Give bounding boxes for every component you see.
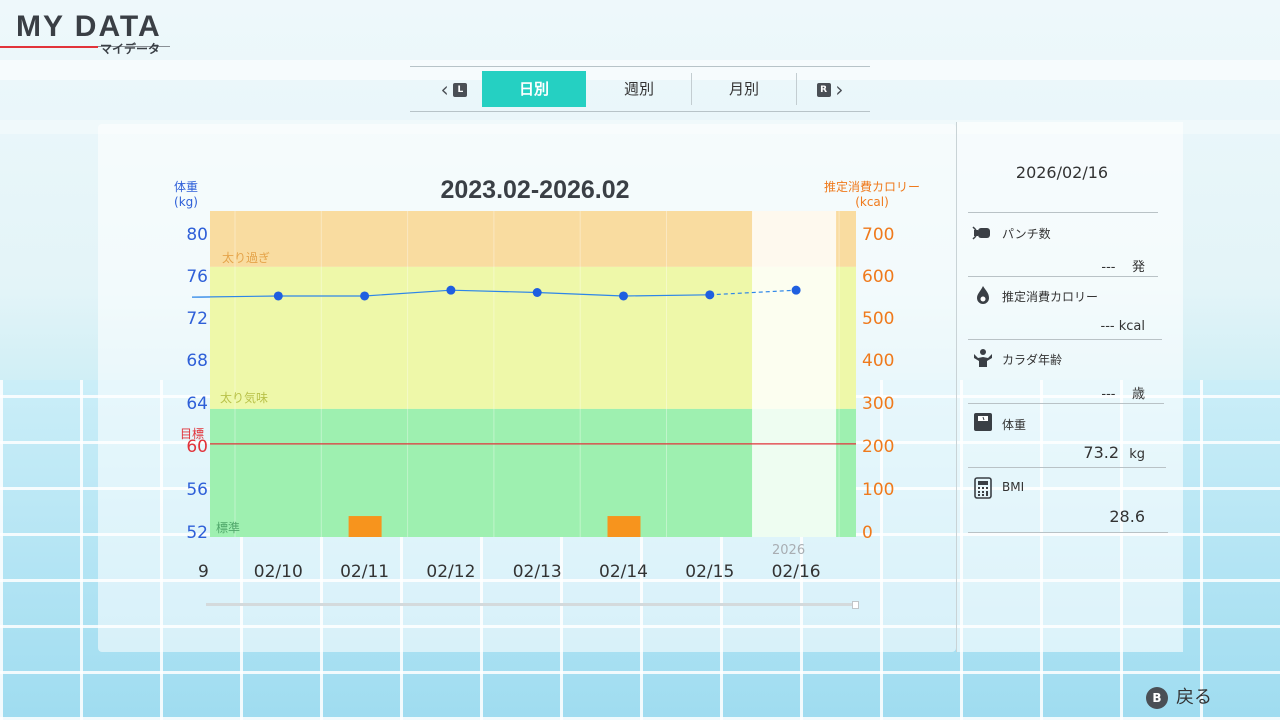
bmi-value: 28.6 <box>1109 507 1145 526</box>
divider <box>968 339 1162 340</box>
next-tab-button[interactable]: R › <box>800 71 860 107</box>
y-tick-left: 68 <box>186 351 208 371</box>
x-tick-label: 02/16 <box>771 562 821 582</box>
tab-weekly[interactable]: 週別 <box>623 80 654 98</box>
weight-point <box>619 291 628 301</box>
bmi-label: BMI <box>1002 480 1025 494</box>
selected-date: 2026/02/16 <box>1015 163 1109 182</box>
zone-band <box>210 211 856 267</box>
weight-point <box>360 291 370 301</box>
y-tick-right: 500 <box>862 309 895 329</box>
chart-scrollbar[interactable] <box>206 603 856 606</box>
x-tick-label: 02/11 <box>340 562 390 582</box>
left-axis-label: 体重 (kg) <box>174 180 199 209</box>
calorie-bar <box>348 516 382 537</box>
divider <box>968 467 1166 468</box>
scale-icon <box>974 413 992 431</box>
calorie-label: 推定消費カロリー <box>1002 290 1099 304</box>
l-button-icon: L <box>453 82 468 97</box>
calorie-value: --- kcal <box>1100 319 1145 334</box>
chevron-right-icon: › <box>835 77 844 102</box>
body-age-value: --- 歳 <box>1101 387 1145 402</box>
divider <box>968 276 1158 277</box>
goal-label: 目標 <box>180 427 205 441</box>
zone-label-overweight: 太り過ぎ <box>222 251 271 265</box>
weight-line-projection <box>709 289 797 296</box>
right-axis-label: 推定消費カロリー (kcal) <box>824 180 921 209</box>
goal-value: 60 <box>186 437 208 457</box>
calculator-icon <box>974 477 992 499</box>
y-tick-right: 200 <box>862 437 895 457</box>
x-tick-label: 02/12 <box>426 562 476 582</box>
weight-point <box>532 288 542 297</box>
y-tick-right: 700 <box>862 225 895 245</box>
weight-point <box>705 290 715 300</box>
chevron-left-icon: ‹ <box>440 77 449 102</box>
y-tick-right: 0 <box>862 523 873 543</box>
weight-point <box>446 285 456 295</box>
muscle-icon <box>974 349 992 367</box>
y-tick-left: 52 <box>186 523 208 543</box>
divider <box>968 212 1158 213</box>
selected-day-highlight <box>752 211 837 537</box>
weight-point <box>273 291 283 301</box>
zone-label-normal: 標準 <box>216 521 241 535</box>
tab-divider <box>691 73 692 105</box>
page-title: MY DATA <box>16 10 162 43</box>
period-tabs: ‹ L 日別 週別 月別 R › <box>410 66 870 112</box>
body-age-label: カラダ年齢 <box>1002 353 1063 367</box>
x-tick-label: 02/14 <box>599 562 648 582</box>
x-tick-label: 9 <box>198 562 209 582</box>
y-tick-left: 80 <box>186 225 208 245</box>
detail-panel <box>956 122 1183 652</box>
weight-label: 体重 <box>1002 418 1027 432</box>
y-tick-right: 600 <box>862 267 895 287</box>
b-button-icon: B <box>1146 687 1168 709</box>
zone-band <box>210 266 856 409</box>
prev-tab-button[interactable]: ‹ L <box>426 71 482 107</box>
punch-count-label: パンチ数 <box>1002 227 1051 241</box>
calorie-bar <box>607 516 641 537</box>
background-band <box>0 60 1280 80</box>
chart-scrollbar-thumb[interactable] <box>852 601 859 609</box>
chart-title: 2023.02-2026.02 <box>440 176 630 204</box>
divider <box>968 532 1168 533</box>
weight-point <box>791 285 801 295</box>
y-tick-left: 76 <box>186 267 208 287</box>
tab-monthly[interactable]: 月別 <box>728 80 759 98</box>
page-subtitle: マイデータ <box>100 42 161 56</box>
y-tick-right: 400 <box>862 351 895 371</box>
zone-band <box>210 408 856 537</box>
x-tick-label: 02/15 <box>685 562 735 582</box>
title-accent-line <box>0 46 98 48</box>
divider <box>968 403 1164 404</box>
y-tick-right: 300 <box>862 394 895 414</box>
r-button-icon: R <box>816 82 831 97</box>
punch-count-value: --- 発 <box>1101 260 1145 275</box>
zone-label-slightly-overweight: 太り気味 <box>220 391 269 405</box>
year-label: 2026 <box>772 543 806 558</box>
back-button[interactable]: B 戻る <box>1146 683 1212 709</box>
title-line <box>98 46 170 47</box>
weight-line <box>191 289 710 298</box>
y-tick-right: 100 <box>862 480 895 500</box>
tab-daily[interactable]: 日別 <box>482 71 586 107</box>
y-tick-left: 64 <box>186 394 208 414</box>
y-tick-left: 72 <box>186 309 208 329</box>
tab-divider <box>796 73 797 105</box>
flame-icon <box>977 286 989 304</box>
punch-icon <box>972 226 990 240</box>
y-tick-left: 56 <box>186 480 208 500</box>
x-tick-label: 02/13 <box>512 562 562 582</box>
weight-value: 73.2 kg <box>1083 443 1145 462</box>
x-tick-label: 02/10 <box>253 562 303 582</box>
